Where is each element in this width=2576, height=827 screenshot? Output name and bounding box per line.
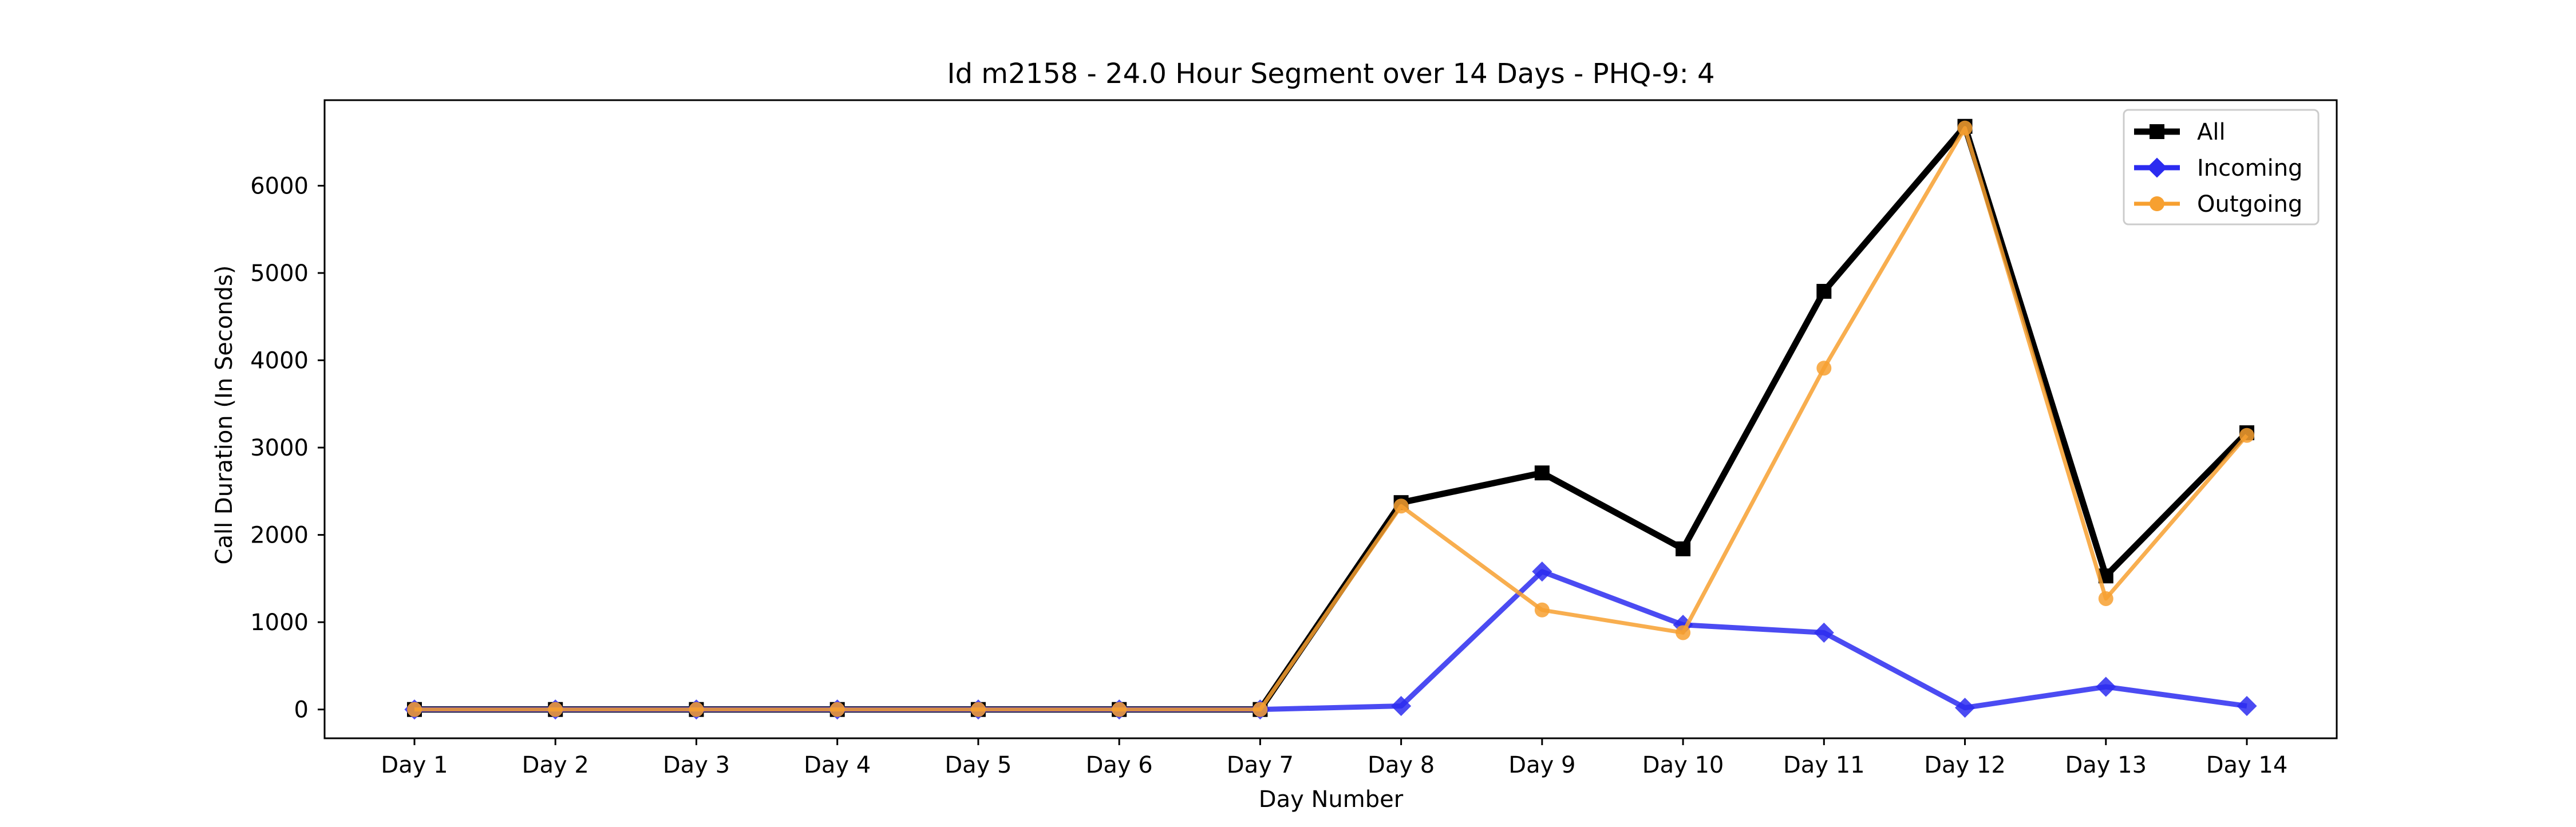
data-point xyxy=(1816,284,1832,299)
x-tick-label: Day 3 xyxy=(663,752,730,778)
series-outgoing xyxy=(407,120,2254,717)
data-point xyxy=(1673,615,1693,635)
x-tick-label: Day 1 xyxy=(381,752,448,778)
data-point xyxy=(407,702,422,717)
data-point xyxy=(1112,702,1127,717)
data-point xyxy=(1954,698,1976,718)
series-line xyxy=(414,569,2247,713)
data-point xyxy=(829,702,845,717)
legend: All Incoming Outgoing xyxy=(2123,109,2320,225)
y-tick-label: 5000 xyxy=(250,260,309,287)
y-tick-label: 0 xyxy=(294,697,309,723)
data-point xyxy=(689,702,704,717)
y-tick-label: 4000 xyxy=(250,348,309,374)
data-point xyxy=(1816,361,1832,376)
series-incoming xyxy=(404,561,2257,720)
data-point xyxy=(1676,541,1691,557)
x-tick-label: Day 13 xyxy=(2065,752,2147,778)
x-axis-label: Day Number xyxy=(1259,786,1404,813)
data-point xyxy=(2239,428,2254,443)
x-tick-label: Day 6 xyxy=(1086,752,1153,778)
x-tick-label: Day 9 xyxy=(1508,752,1575,778)
legend-label: Incoming xyxy=(2197,155,2302,181)
legend-entry: Outgoing xyxy=(2134,191,2302,217)
data-point xyxy=(1391,696,1412,717)
data-point xyxy=(2237,696,2257,717)
x-tick-label: Day 10 xyxy=(1642,752,1724,778)
series-all xyxy=(407,118,2254,717)
y-tick-label: 6000 xyxy=(250,173,309,199)
y-tick-label: 3000 xyxy=(250,435,309,461)
data-point xyxy=(1532,561,1552,582)
data-point xyxy=(2096,676,2116,697)
x-tick-label: Day 11 xyxy=(1783,752,1865,778)
legend-label: Outgoing xyxy=(2197,191,2302,217)
plot-frame xyxy=(323,99,2338,739)
legend-box xyxy=(2123,109,2320,225)
y-axis-label: Call Duration (In Seconds) xyxy=(211,266,238,565)
legend-entry: Incoming xyxy=(2134,155,2302,181)
data-point xyxy=(548,702,563,717)
x-tick-label: Day 14 xyxy=(2206,752,2288,778)
data-point xyxy=(1957,120,1973,136)
legend-entry: All xyxy=(2134,119,2226,145)
legend-marker xyxy=(2150,124,2164,139)
x-tick-label: Day 2 xyxy=(522,752,589,778)
data-point xyxy=(1676,625,1691,640)
y-tick-label: 2000 xyxy=(250,523,309,549)
chart-title: Id m2158 - 24.0 Hour Segment over 14 Day… xyxy=(947,58,1714,90)
plot-area: Day 1 Day 2 Day 3 Day 4 Day 5 Day 6 Day 7 Day 8… xyxy=(250,99,2338,778)
data-point xyxy=(1393,498,1409,514)
legend-label: All xyxy=(2197,119,2226,145)
y-tick-label: 1000 xyxy=(250,610,309,636)
x-tick-label: Day 12 xyxy=(1924,752,2006,778)
x-tick-label: Day 7 xyxy=(1227,752,1294,778)
data-point xyxy=(1253,702,1268,717)
data-point xyxy=(970,702,986,717)
data-point xyxy=(2098,591,2113,606)
x-tick-label: Day 8 xyxy=(1368,752,1435,778)
series-line xyxy=(414,123,2249,713)
legend-marker xyxy=(2150,196,2164,211)
data-point xyxy=(1534,465,1550,481)
data-point xyxy=(1814,622,1834,643)
series-line xyxy=(414,126,2249,712)
legend-marker xyxy=(2147,157,2167,178)
x-tick-label: Day 4 xyxy=(804,752,871,778)
data-point xyxy=(1534,602,1550,618)
x-tick-label: Day 5 xyxy=(945,752,1012,778)
